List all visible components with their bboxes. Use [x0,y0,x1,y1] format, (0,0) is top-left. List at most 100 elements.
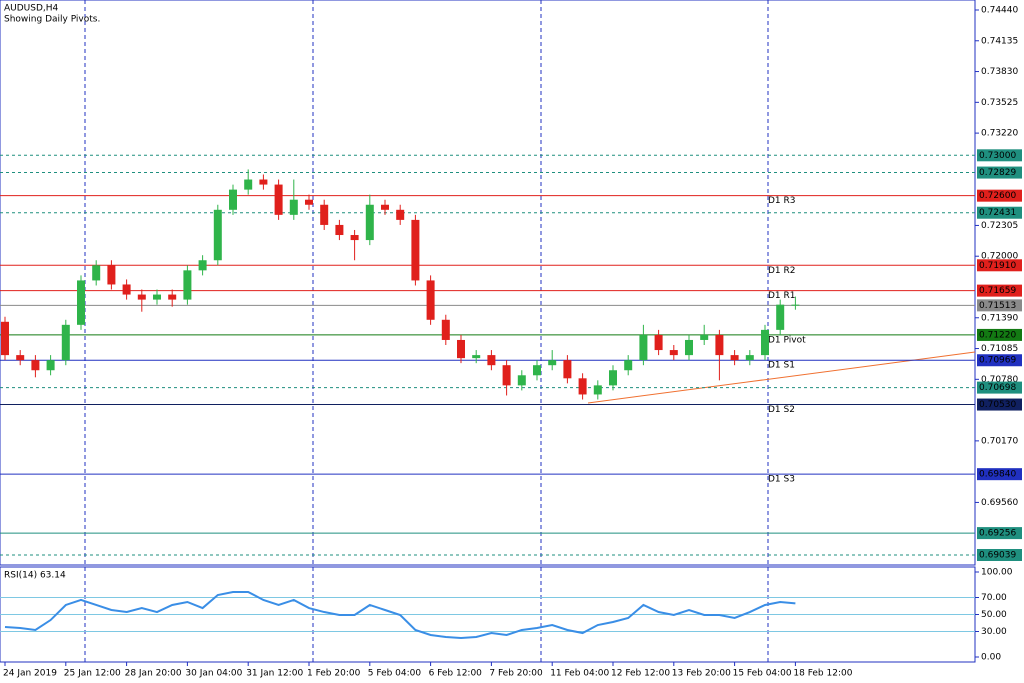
chart-subtitle: Showing Daily Pivots. [4,15,100,25]
x-tick-label: 11 Feb 04:00 [550,669,609,679]
candle-body [745,355,754,361]
candle-body [46,360,55,371]
rsi-tick-label: 0.00 [981,653,1001,663]
y-tick-label: 0.74440 [981,6,1018,16]
candle-body [426,280,435,320]
candle-body [31,360,40,371]
pivot-name: D1 R2 [768,266,796,276]
level-box [977,354,1022,367]
candle-body [730,355,739,361]
y-tick-label: 0.73830 [981,67,1018,77]
level-label: 0.72431 [979,208,1016,218]
candle-body [791,304,800,306]
candle-body [289,199,298,215]
candle-body [122,284,131,295]
level-box [977,381,1022,394]
level-box [977,549,1022,561]
level-box [977,468,1022,481]
chart-title: AUDUSD,H4 [4,4,59,14]
candle-body [624,360,633,371]
candle-body [609,370,617,386]
level-box [977,189,1022,202]
y-tick-label: 0.71390 [981,313,1018,323]
x-tick-label: 30 Jan 04:00 [185,669,242,679]
candle-body [168,294,177,300]
level-box [977,284,1022,297]
pivot-name: D1 Pivot [768,335,806,345]
candle-body [685,339,693,356]
rsi-title: RSI(14) 63.14 [4,571,66,581]
candle-body [669,350,678,356]
rsi-tick-label: 50.00 [981,610,1007,620]
pivot-name: D1 R1 [768,291,796,301]
candle-body [274,184,283,215]
x-tick-label: 12 Feb 12:00 [611,669,670,679]
candle-body [183,270,192,300]
candle-body [487,355,496,366]
level-label: 0.70530 [979,400,1016,410]
pivot-name: D1 R3 [768,196,796,206]
level-box [977,166,1022,179]
candle-body [776,304,785,330]
candle-body [381,204,389,210]
level-label: 0.71910 [979,261,1016,271]
level-label: 0.73000 [979,151,1016,161]
y-tick-label: 0.72305 [981,221,1018,231]
y-tick-label: 0.70780 [981,375,1018,385]
level-label: 0.72600 [979,191,1016,201]
x-tick-label: 15 Feb 04:00 [733,669,792,679]
level-label: 0.71220 [979,330,1016,340]
level-box [977,328,1022,341]
y-tick-label: 0.74135 [981,36,1018,46]
x-tick-label: 24 Jan 2019 [3,669,57,679]
level-label: 0.69256 [979,529,1016,539]
level-label: 0.71513 [979,301,1016,311]
candle-body [92,265,101,281]
candle-body [715,334,724,356]
candle-body [639,334,648,361]
pivot-name: D1 S3 [768,475,795,485]
candle-body [16,355,25,361]
level-label: 0.70969 [979,356,1016,366]
candle-body [213,209,222,261]
level-label: 0.71659 [979,286,1016,296]
candle-body [305,199,313,205]
rsi-tick-label: 70.00 [981,593,1007,603]
x-tick-label: 1 Feb 20:00 [307,669,361,679]
candle-body [578,378,587,395]
level-box [977,299,1022,312]
candle-body [335,224,344,236]
level-box [977,259,1022,272]
candle-body [457,339,465,359]
x-tick-label: 31 Jan 12:00 [246,669,303,679]
rsi-line [4,590,796,639]
candle-body [320,204,329,225]
candle-body [229,189,237,210]
candle-body [441,319,450,340]
candle-body [761,329,769,356]
candle-body [700,334,709,340]
candle-body [411,219,420,281]
candle-body [107,265,116,285]
rsi-tick-label: 100.00 [981,568,1013,578]
candle-body [593,385,602,395]
rsi-tick-label: 30.00 [981,627,1007,637]
candle-body [198,260,207,271]
level-label: 0.69039 [979,551,1016,561]
x-tick-label: 5 Feb 04:00 [368,669,422,679]
level-box [977,206,1022,219]
candle-body [563,360,572,379]
candle-body [654,334,663,351]
y-tick-label: 0.73220 [981,129,1018,139]
y-tick-label: 0.70170 [981,436,1018,446]
candle-body [77,280,85,325]
candle-body [244,179,253,190]
x-tick-label: 7 Feb 20:00 [489,669,543,679]
candle-body [396,209,405,220]
candle-body [137,294,146,300]
y-tick-label: 0.69560 [981,498,1018,508]
candle-body [259,179,268,185]
main-panel [0,0,976,566]
candle-body [61,324,70,361]
